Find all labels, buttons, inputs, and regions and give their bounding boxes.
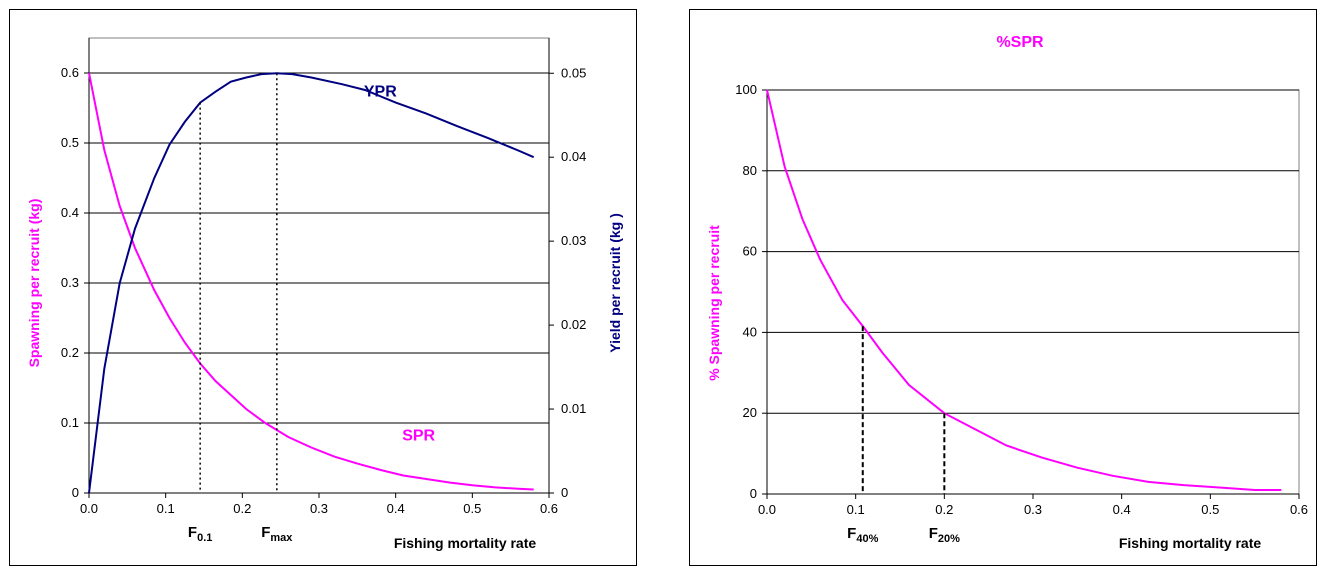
right-y-tick-label: 0 (561, 485, 568, 500)
right-y-tick-label: 0.01 (561, 401, 586, 416)
right-y-tick-label: 0.05 (561, 65, 586, 80)
left-x-tick-label: 0.2 (233, 501, 251, 516)
left-y-axis-label: Spawning per recruit (kg) (26, 199, 42, 368)
left-x-tick-label: 0.1 (157, 501, 175, 516)
right-chart-y-tick-label: 60 (743, 244, 757, 259)
right-chart-x-tick-label: 0.5 (1201, 502, 1219, 517)
right-chart-y-tick-label: 20 (743, 405, 757, 420)
right-y-tick-label: 0.04 (561, 149, 586, 164)
right-chart-x-tick-label: 0.1 (847, 502, 865, 517)
right-y-tick-label: 0.02 (561, 317, 586, 332)
right-y-tick-label: 0.03 (561, 233, 586, 248)
left-x-tick-label: 0.4 (387, 501, 405, 516)
left-chart-frame (9, 9, 637, 566)
reference-label-f-20pct: F20% (929, 525, 960, 545)
left-x-axis-label: Fishing mortality rate (394, 535, 537, 551)
right-chart-y-tick-label: 80 (743, 163, 757, 178)
right-x-axis-label: Fishing mortality rate (1119, 535, 1262, 551)
right-chart-title: %SPR (996, 34, 1044, 51)
right-chart-x-tick-label: 0.0 (758, 502, 776, 517)
series-line-percent-spr (766, 89, 1282, 491)
right-chart-y-tick-label: 40 (743, 324, 757, 339)
percent-spr-chart: 0 20 40 60 80 100 0.0 0.1 0.2 0.3 0.4 0.5 0.6 F40% F20… (735, 82, 1308, 545)
left-y-tick-label: 0.1 (61, 415, 79, 430)
right-chart-y-tick-label: 0 (750, 486, 757, 501)
series-label-ypr: YPR (364, 84, 397, 101)
right-chart-x-tick-label: 0.6 (1290, 502, 1308, 517)
left-y-tick-label: 0.3 (61, 275, 79, 290)
left-y-tick-label: 0.2 (61, 345, 79, 360)
reference-label-f-max: Fmax (261, 524, 293, 544)
left-y-tick-label: 0.6 (61, 65, 79, 80)
left-y-tick-label: 0.4 (61, 205, 79, 220)
reference-label-f-40pct: F40% (847, 525, 878, 545)
right-chart-y-tick-label: 100 (735, 82, 757, 97)
left-x-tick-label: 0.6 (540, 501, 558, 516)
left-y-tick-label: 0.5 (61, 135, 79, 150)
left-x-tick-label: 0.5 (463, 501, 481, 516)
right-chart-frame (689, 9, 1317, 566)
right-chart-x-tick-label: 0.2 (935, 502, 953, 517)
right-y-axis-label: % Spawning per recruit (706, 225, 722, 381)
right-y-axis-label-ypr: Yield per recruit (kg ) (607, 213, 623, 353)
right-chart-x-tick-label: 0.4 (1113, 502, 1131, 517)
series-label-spr: SPR (402, 428, 435, 445)
right-chart-x-tick-label: 0.3 (1024, 502, 1042, 517)
reference-label-f-01: F0.1 (188, 524, 212, 544)
left-x-tick-label: 0.3 (310, 501, 328, 516)
series-line-ypr (88, 72, 535, 494)
left-x-tick-label: 0.0 (80, 501, 98, 516)
ypr-spr-chart: 00.10.20.30.40.50.600.010.020.030.040.05… (61, 37, 586, 544)
left-y-tick-label: 0 (72, 485, 79, 500)
